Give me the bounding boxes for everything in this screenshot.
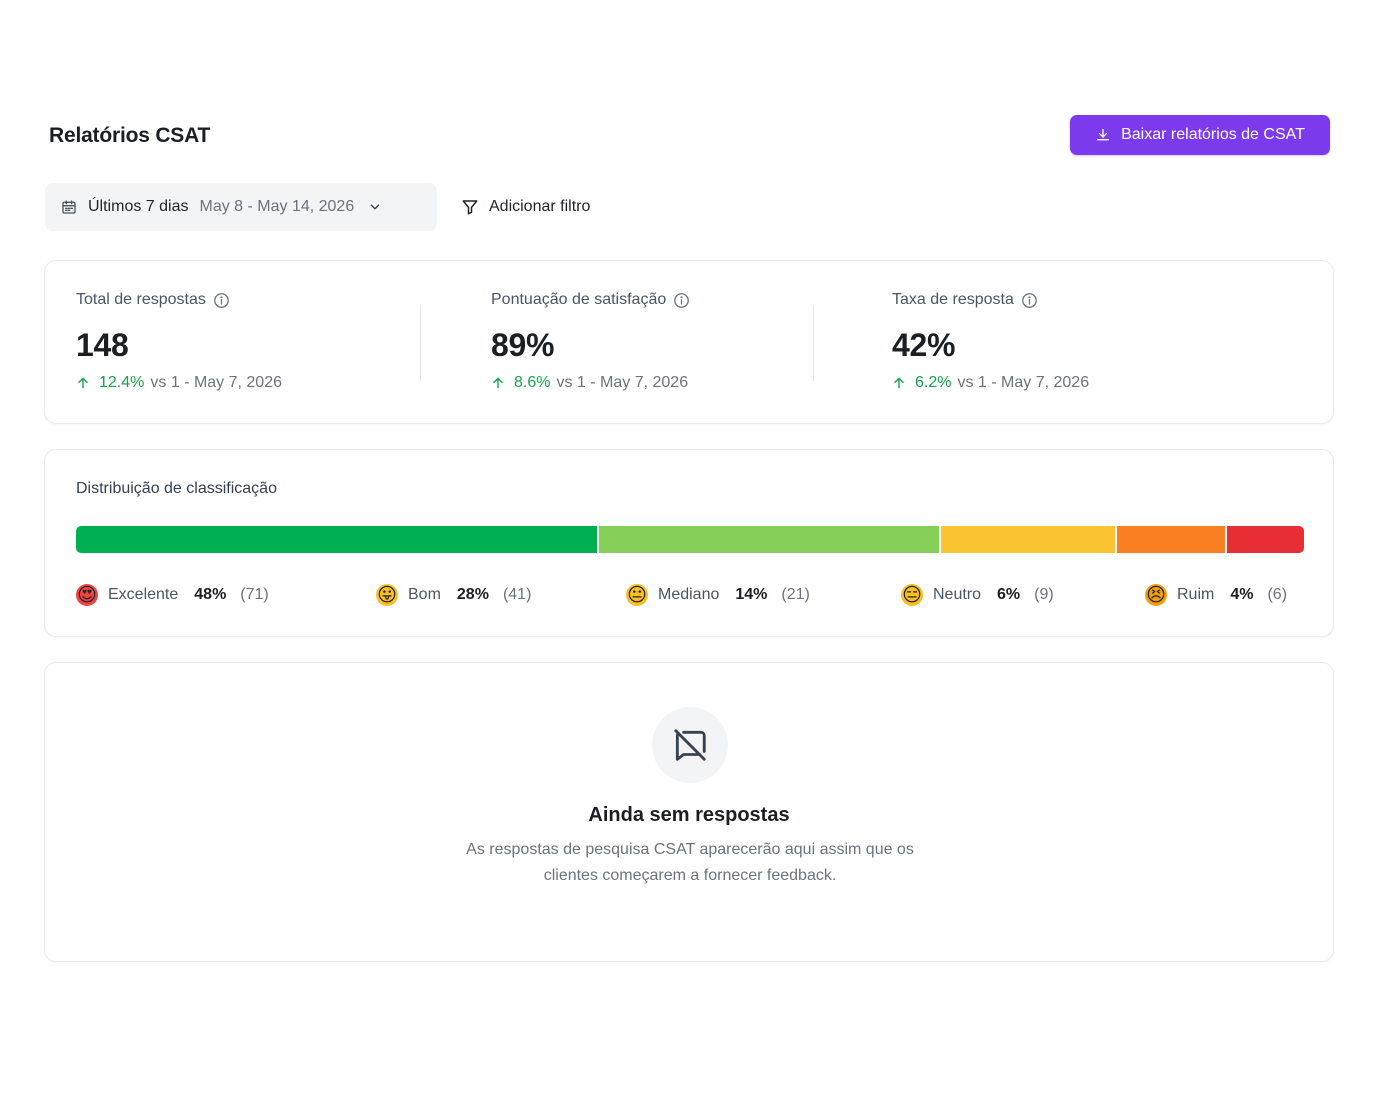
distribution-segment-bom[interactable] (596, 526, 940, 553)
distribution-bar (76, 526, 1304, 553)
download-csat-reports-button[interactable]: Baixar relatórios de CSAT (1070, 115, 1330, 155)
message-off-icon (674, 729, 706, 761)
date-range-picker[interactable]: Últimos 7 dias May 8 - May 14, 2026 (45, 183, 437, 231)
metric-value: 42% (892, 327, 956, 363)
empty-state-title: Ainda sem respostas (588, 804, 790, 826)
legend-item-neutro: 😑 Neutro 6% (9) (901, 584, 1054, 606)
date-range-dates: May 8 - May 14, 2026 (199, 198, 355, 215)
empty-state-icon-wrap (652, 707, 728, 783)
metric-response-rate: Taxa de resposta 42% 6.2% vs 1 - May 7, … (892, 291, 1089, 392)
legend-count: (21) (781, 586, 810, 603)
info-icon[interactable] (673, 292, 690, 309)
distribution-segment-neutro[interactable] (1114, 526, 1226, 553)
metrics-card: Total de respostas 148 12.4% vs 1 - May … (44, 260, 1334, 424)
legend-count: (41) (502, 586, 532, 603)
metric-label: Total de respostas (76, 291, 206, 308)
legend-percent: 4% (1230, 586, 1254, 603)
calendar-icon (62, 200, 76, 214)
legend-label: Mediano (658, 586, 720, 603)
distribution-segment-excelente[interactable] (76, 526, 597, 553)
legend-percent: 48% (194, 586, 227, 603)
download-icon (1097, 129, 1110, 141)
legend-percent: 14% (735, 586, 768, 603)
add-filter-label: Adicionar filtro (489, 198, 591, 215)
date-range-label: Últimos 7 dias (88, 198, 189, 215)
legend-count: (6) (1267, 586, 1288, 603)
rating-emoji-icon: 😛 (376, 583, 398, 606)
info-icon[interactable] (213, 292, 230, 309)
distribution-segment-mediano[interactable] (939, 526, 1115, 553)
metric-total-responses: Total de respostas 148 12.4% vs 1 - May … (76, 291, 282, 392)
legend-count: (71) (240, 586, 269, 603)
legend-count: (9) (1034, 586, 1054, 603)
metric-value: 89% (491, 327, 555, 363)
download-button-label: Baixar relatórios de CSAT (1121, 126, 1305, 143)
distribution-title: Distribuição de classificação (76, 480, 277, 497)
distribution-segment-ruim[interactable] (1225, 526, 1304, 553)
legend-label: Excelente (108, 586, 179, 603)
divider (420, 305, 421, 381)
metric-change: 8.6% (514, 374, 551, 391)
metric-change: 6.2% (915, 374, 952, 391)
legend-label: Bom (408, 586, 441, 603)
rating-distribution-card: Distribuição de classificação 😍 Excelente… (44, 449, 1334, 637)
rating-emoji-icon: 😍 (76, 583, 98, 606)
rating-emoji-icon: 😐 (626, 583, 648, 606)
empty-state-description: As respostas de pesquisa CSAT aparecerão… (466, 841, 914, 884)
metric-change: 12.4% (99, 374, 145, 391)
legend-item-excelente: 😍 Excelente 48% (71) (76, 584, 269, 606)
page-title: Relatórios CSAT (49, 124, 211, 147)
rating-emoji-icon: 😑 (901, 583, 923, 606)
metric-label: Pontuação de satisfação (491, 291, 667, 308)
chevron-down-icon (371, 204, 380, 210)
legend-percent: 28% (456, 586, 489, 603)
divider (813, 305, 814, 381)
legend-label: Ruim (1177, 586, 1215, 603)
arrow-up-icon (894, 377, 904, 389)
legend-item-ruim: 😣 Ruim 4% (6) (1145, 584, 1287, 606)
filter-icon (462, 200, 478, 215)
legend-label: Neutro (933, 586, 982, 603)
metric-value: 148 (76, 327, 129, 363)
legend-item-mediano: 😐 Mediano 14% (21) (626, 584, 810, 606)
metric-comparison: vs 1 - May 7, 2026 (150, 374, 282, 391)
empty-state-card: Ainda sem respostas As respostas de pesq… (44, 662, 1334, 962)
metric-comparison: vs 1 - May 7, 2026 (957, 374, 1090, 391)
arrow-up-icon (493, 377, 503, 389)
arrow-up-icon (78, 377, 88, 389)
info-icon[interactable] (1021, 292, 1038, 309)
rating-emoji-icon: 😣 (1145, 583, 1167, 606)
add-filter-button[interactable]: Adicionar filtro (461, 193, 590, 221)
legend-percent: 6% (997, 586, 1021, 603)
metric-label: Taxa de resposta (892, 291, 1014, 308)
metric-satisfaction-score: Pontuação de satisfação 89% 8.6% vs 1 - … (491, 291, 690, 392)
legend-item-bom: 😛 Bom 28% (41) (376, 584, 531, 606)
metric-comparison: vs 1 - May 7, 2026 (556, 374, 689, 391)
